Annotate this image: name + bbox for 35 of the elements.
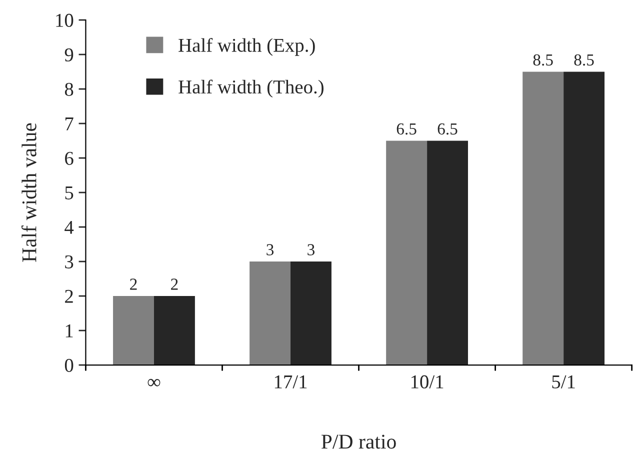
x-tick-label: 17/1 xyxy=(274,375,307,388)
y-tick-label: 9 xyxy=(64,48,74,62)
y-tick-label: 3 xyxy=(65,255,74,268)
bar xyxy=(522,72,564,366)
y-tick-label: 2 xyxy=(65,290,73,303)
y-tick-label: 10 xyxy=(56,14,74,27)
bar xyxy=(290,262,332,366)
bar xyxy=(250,262,291,366)
bar xyxy=(113,296,154,366)
bar xyxy=(154,296,195,366)
data-label: 6.5 xyxy=(438,123,458,135)
data-label: 3 xyxy=(308,244,315,256)
data-label: 3 xyxy=(266,244,274,256)
data-label: 2 xyxy=(130,278,137,290)
legend-label: Half width (Exp.) xyxy=(178,38,315,56)
data-label: 8.5 xyxy=(533,54,553,66)
data-label: 2 xyxy=(171,278,178,290)
y-tick-label: 7 xyxy=(65,118,74,130)
data-label: 8.5 xyxy=(574,54,594,66)
x-axis-title: P/D ratio xyxy=(321,434,396,449)
y-axis-title: Half width value xyxy=(21,123,36,262)
y-tick-label: 5 xyxy=(65,186,74,200)
legend-label: Half width (Theo.) xyxy=(178,80,324,98)
x-tick-label: 10/1 xyxy=(411,375,444,388)
y-tick-label: 1 xyxy=(66,324,73,338)
bar xyxy=(427,140,468,366)
data-label: 6.5 xyxy=(396,123,416,135)
y-tick-label: 4 xyxy=(64,220,74,234)
y-tick-label: 6 xyxy=(65,152,74,165)
x-tick-label: 5/1 xyxy=(552,375,575,388)
y-tick-label: 0 xyxy=(64,358,74,372)
bar xyxy=(564,72,605,366)
y-tick-label: 8 xyxy=(64,82,74,96)
bar xyxy=(386,140,428,366)
x-tick-label: ∞ xyxy=(148,378,160,386)
